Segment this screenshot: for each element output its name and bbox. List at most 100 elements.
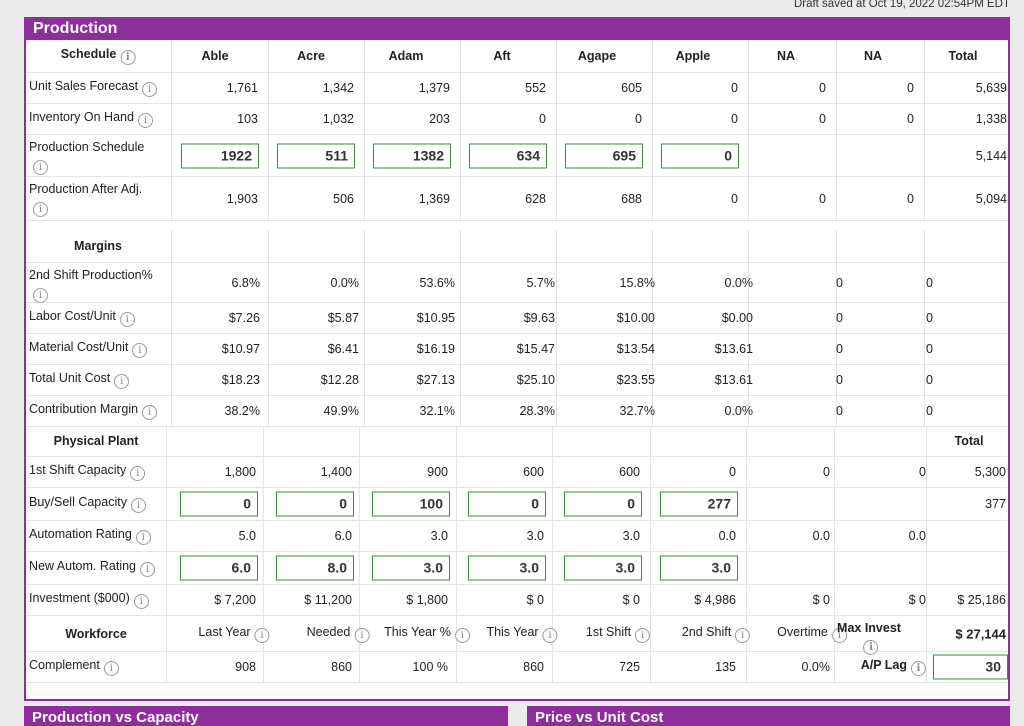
grid-divider xyxy=(834,585,835,615)
value: 100 % xyxy=(412,660,448,674)
label-labor_cost: Labor Cost/Unit i xyxy=(29,309,135,327)
label-second_shift-text: 2nd Shift Production% xyxy=(29,268,153,282)
info-icon[interactable]: i xyxy=(635,627,651,643)
production-schedule-input[interactable]: 695 xyxy=(565,143,643,168)
grid-divider xyxy=(836,135,837,176)
grid-divider xyxy=(834,426,835,456)
info-icon[interactable]: i xyxy=(132,343,148,358)
value: 5,300 xyxy=(974,465,1006,479)
row-buy-sell-capacity: Buy/Sell Capacity i 0 0 100 0 0 277 377 xyxy=(26,488,1008,521)
value: 6.0 xyxy=(334,529,352,543)
row-contribution_margin: Contribution Margin i 38.2% 49.9% 32.1% 28.3%… xyxy=(26,396,1008,427)
grid-divider xyxy=(268,303,269,333)
value: 1,379 xyxy=(418,81,450,95)
production-schedule-input[interactable]: 634 xyxy=(469,143,547,168)
buy-sell-capacity-input[interactable]: 277 xyxy=(660,491,738,517)
value: 600 xyxy=(619,465,640,479)
grid-divider xyxy=(748,263,749,302)
new-autom-rating-input[interactable]: 3.0 xyxy=(372,555,450,581)
new-autom-rating-input[interactable]: 3.0 xyxy=(468,555,546,581)
info-icon[interactable]: i xyxy=(142,405,158,420)
grid-divider xyxy=(268,230,269,262)
production-schedule-input[interactable]: 0 xyxy=(661,143,739,168)
grid-divider xyxy=(746,652,747,682)
info-icon[interactable]: i xyxy=(33,160,48,175)
workforce-column-header: Last Year i xyxy=(198,625,270,643)
value: 0 xyxy=(836,275,843,290)
info-icon[interactable]: i xyxy=(863,640,879,655)
max-invest-value: $ 27,144 xyxy=(955,626,1006,641)
grid-divider xyxy=(836,40,837,72)
value: 1,369 xyxy=(418,191,450,206)
production-schedule-input[interactable]: 1922 xyxy=(181,143,259,168)
value: $ 1,800 xyxy=(406,593,448,607)
grid-divider xyxy=(924,73,925,103)
production-schedule-input[interactable]: 511 xyxy=(277,143,355,168)
price-vs-unit-cost-panel[interactable]: Price vs Unit Cost xyxy=(527,706,1010,726)
info-icon[interactable]: i xyxy=(130,466,146,481)
production-vs-capacity-panel[interactable]: Production vs Capacity xyxy=(24,706,508,726)
info-icon[interactable]: i xyxy=(114,374,130,389)
grid-divider xyxy=(926,457,927,487)
workforce-column-header: This Year i xyxy=(486,625,558,643)
value: 0 xyxy=(907,112,914,126)
info-icon[interactable]: i xyxy=(120,50,136,65)
info-icon[interactable]: i xyxy=(137,113,153,128)
value: 0 xyxy=(731,81,738,95)
info-icon[interactable]: i xyxy=(133,594,149,609)
value: 0 xyxy=(836,404,843,418)
buy-sell-capacity-input[interactable]: 0 xyxy=(564,491,642,517)
info-icon[interactable]: i xyxy=(33,202,48,217)
column-header: NA xyxy=(863,49,883,63)
info-icon[interactable]: i xyxy=(119,312,135,327)
value: 0.0 xyxy=(718,529,736,543)
info-icon[interactable]: i xyxy=(831,627,847,643)
info-icon[interactable]: i xyxy=(354,627,370,643)
grid-divider xyxy=(556,177,557,220)
column-header: Agape xyxy=(577,49,617,63)
info-icon[interactable]: i xyxy=(254,627,270,643)
grid-divider xyxy=(926,488,927,520)
workforce-header-row: Workforce Last Year i Needed i This Year % i Th… xyxy=(26,616,1008,655)
value: $6.41 xyxy=(327,342,359,356)
value: 1,400 xyxy=(320,465,352,479)
info-icon[interactable]: i xyxy=(33,288,48,303)
value: $23.55 xyxy=(616,373,655,387)
grid-divider xyxy=(166,426,167,456)
buy-sell-capacity-input[interactable]: 0 xyxy=(180,491,258,517)
new-autom-rating-input[interactable]: 6.0 xyxy=(180,555,258,581)
info-icon[interactable]: i xyxy=(140,562,155,577)
grid-divider xyxy=(456,585,457,615)
label-complement: Complement i xyxy=(29,658,119,676)
production-schedule-input[interactable]: 1382 xyxy=(373,143,451,168)
info-icon[interactable]: i xyxy=(135,530,151,545)
ap-lag-input[interactable]: 30 xyxy=(933,654,1008,680)
buy-sell-capacity-input[interactable]: 0 xyxy=(276,491,354,517)
label-contribution_margin: Contribution Margin i xyxy=(29,402,158,420)
grid-divider xyxy=(746,426,747,456)
value: 0 xyxy=(926,373,933,387)
info-icon[interactable]: i xyxy=(454,627,470,643)
value: 103 xyxy=(237,112,258,126)
row-unit_sales_forecast: Unit Sales Forecast i 1,761 1,342 1,379 552 60… xyxy=(26,73,1008,104)
grid-divider xyxy=(268,263,269,302)
value: 688 xyxy=(621,191,642,206)
grid-divider xyxy=(364,177,365,220)
info-icon[interactable]: i xyxy=(735,627,751,643)
new-autom-rating-input[interactable]: 8.0 xyxy=(276,555,354,581)
grid-divider xyxy=(166,457,167,487)
new-autom-rating-input[interactable]: 3.0 xyxy=(660,555,738,581)
buy-sell-capacity-input[interactable]: 100 xyxy=(372,491,450,517)
new-autom-rating-input[interactable]: 3.0 xyxy=(564,555,642,581)
info-icon[interactable]: i xyxy=(911,661,926,676)
grid-divider xyxy=(166,488,167,520)
info-icon[interactable]: i xyxy=(142,82,158,97)
row-production-after-adj: Production After Adj. i 1,903 506 1,369 628 68… xyxy=(26,177,1008,221)
label-production-schedule-text: Production Schedule xyxy=(29,140,145,154)
info-icon[interactable]: i xyxy=(130,498,146,513)
info-icon[interactable]: i xyxy=(103,661,119,676)
grid-divider xyxy=(746,457,747,487)
buy-sell-capacity-input[interactable]: 0 xyxy=(468,491,546,517)
row-production-schedule: Production Schedule i 1922 511 1382 634 695 0 5,… xyxy=(26,135,1008,177)
info-icon[interactable]: i xyxy=(542,627,558,643)
